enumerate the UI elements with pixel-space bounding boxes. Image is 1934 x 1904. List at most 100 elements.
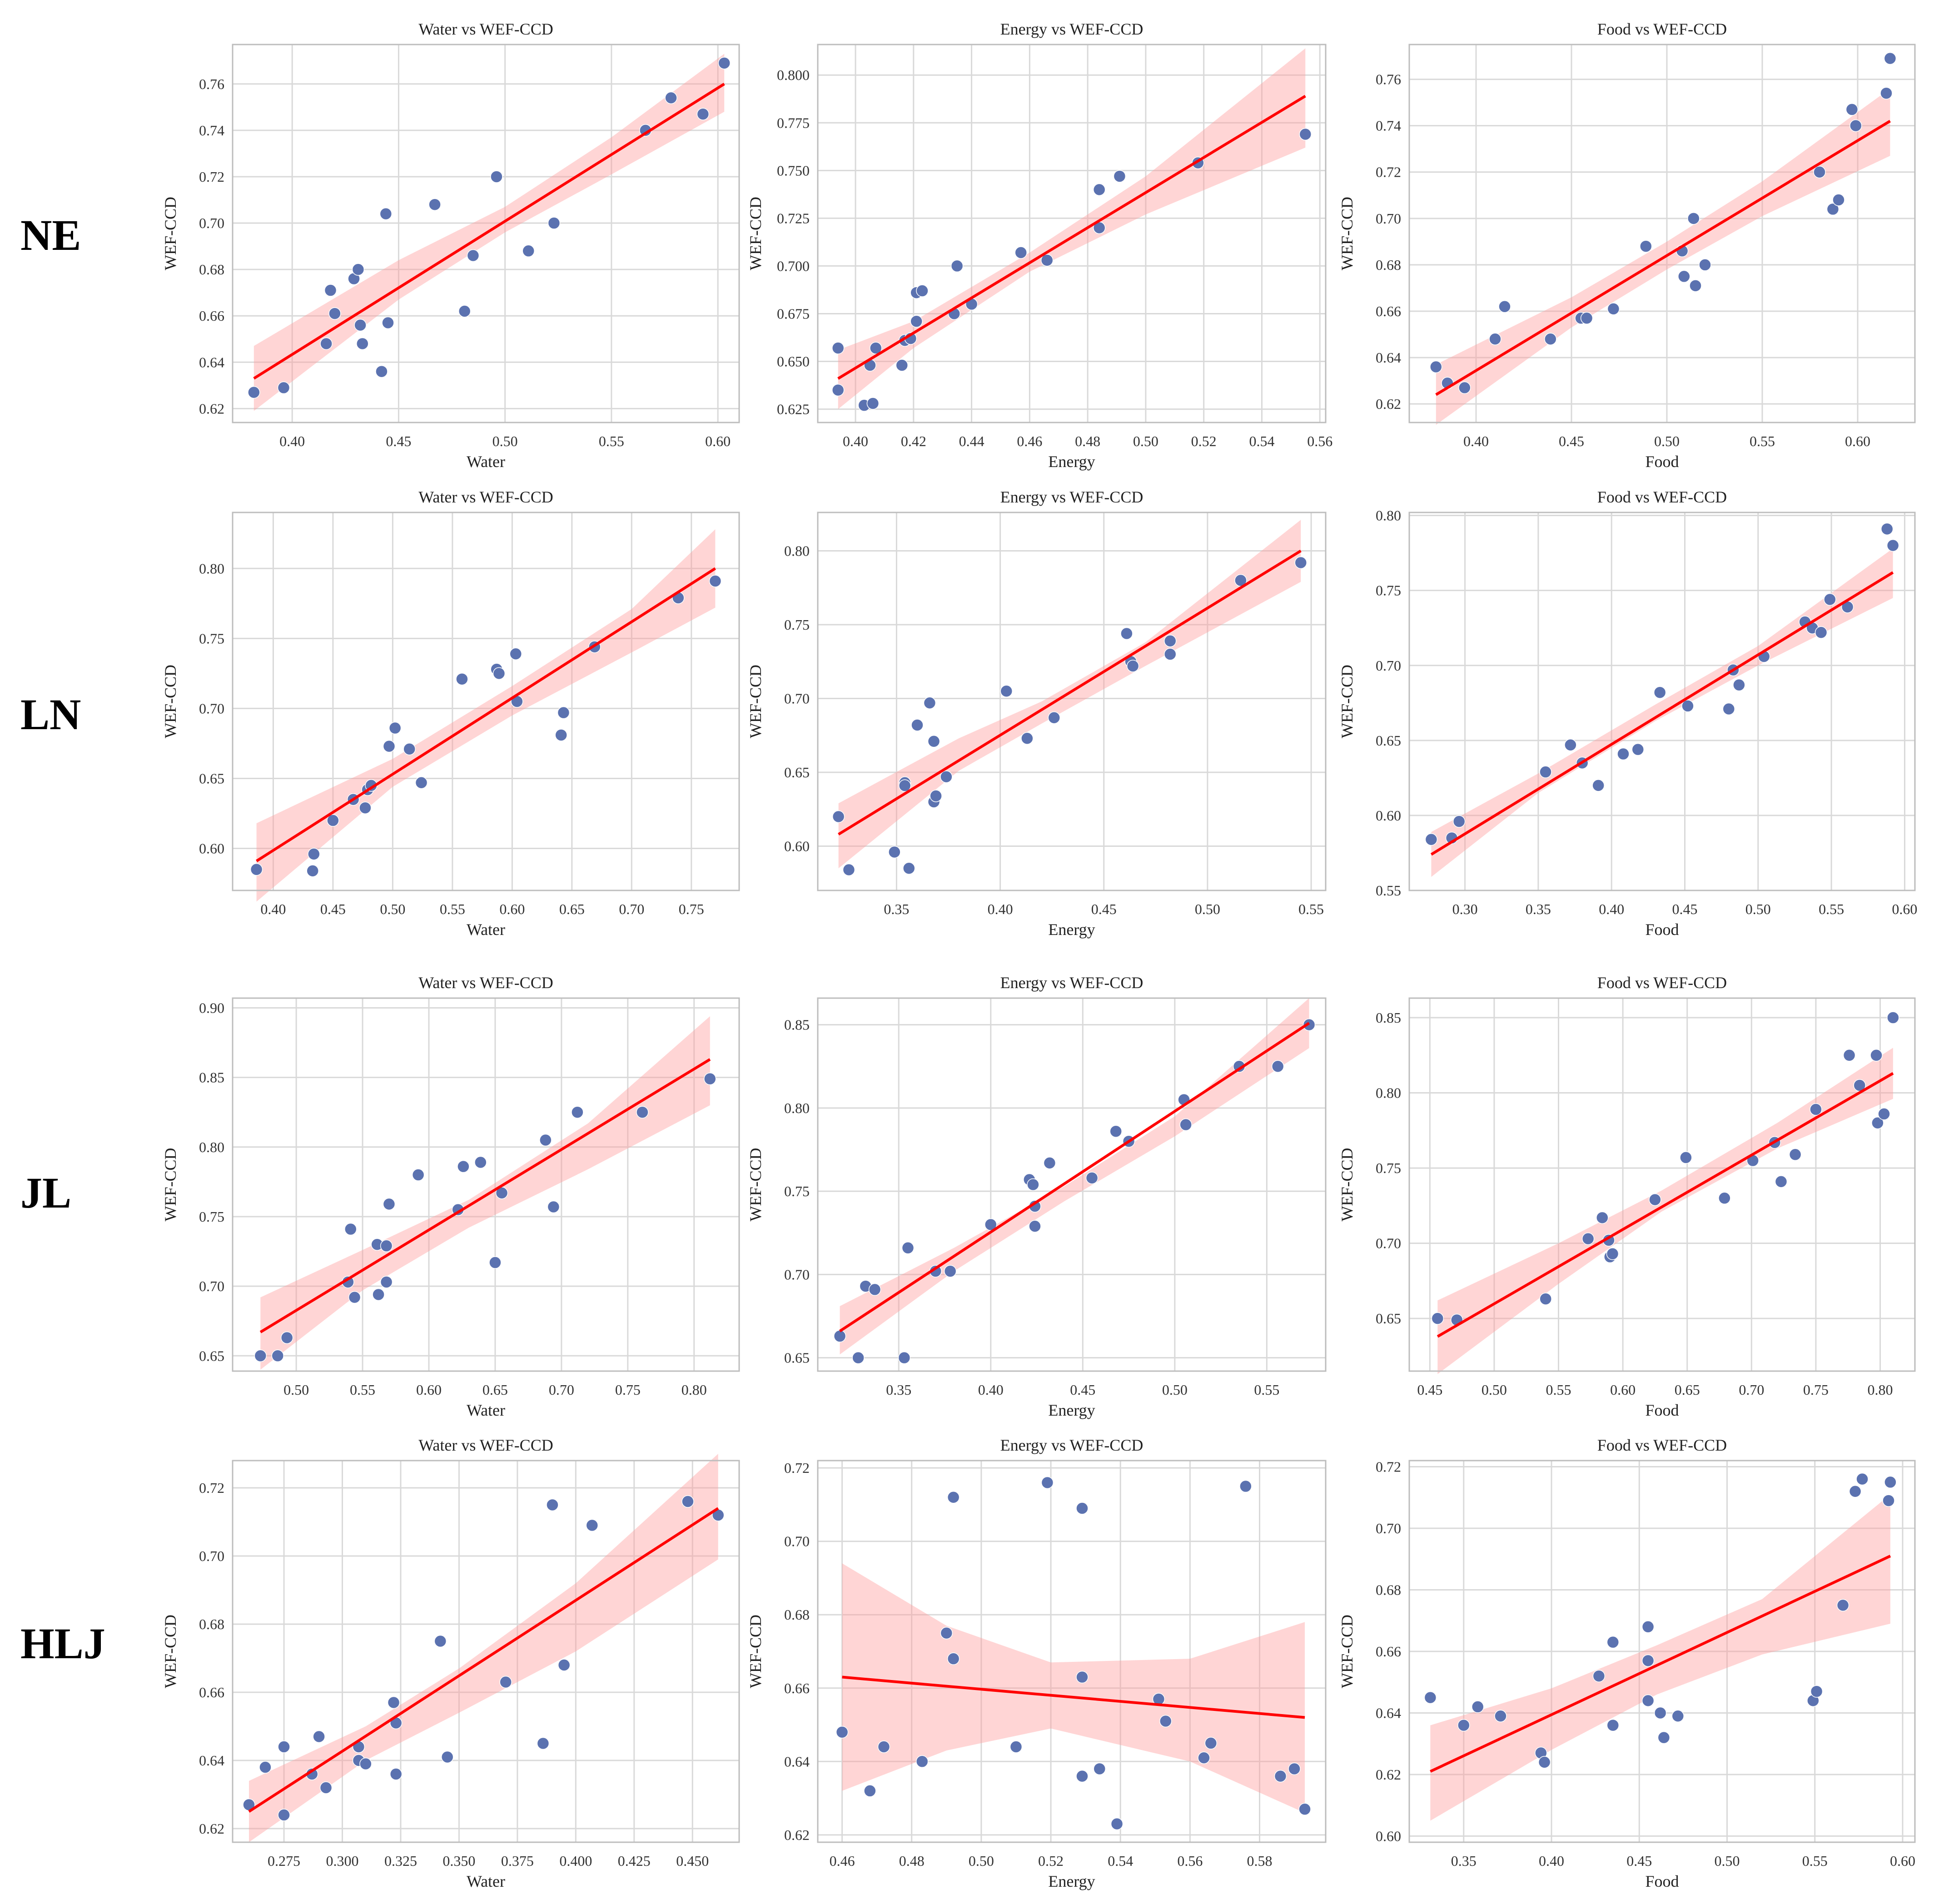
- x-tick-label: 0.70: [1739, 1382, 1764, 1398]
- x-tick-label: 0.75: [1803, 1382, 1829, 1398]
- panel-title: Water vs WEF-CCD: [418, 20, 553, 38]
- x-axis-label: Food: [1645, 452, 1679, 471]
- x-tick-label: 0.450: [676, 1853, 709, 1869]
- plot-frame: [817, 44, 1327, 423]
- data-point: [1043, 1157, 1056, 1169]
- data-point: [1810, 1685, 1823, 1698]
- panel-jl-energy: 0.35 0.40 0.45 0.50 0.55 0.65 0.70 0.75 0.80 0.85…: [746, 974, 1327, 1419]
- y-tick-label: 0.65: [199, 1347, 224, 1364]
- x-tick-label: 0.55: [1298, 901, 1324, 917]
- data-point: [1093, 1762, 1106, 1775]
- x-tick-label: 0.65: [1675, 1382, 1700, 1398]
- y-axis-label: WEF-CCD: [1338, 665, 1356, 738]
- x-tick-label: 0.60: [1845, 433, 1870, 449]
- x-tick-label: 0.30: [1452, 901, 1478, 917]
- y-tick-label: 0.62: [199, 1820, 224, 1837]
- y-tick-label: 0.72: [199, 169, 224, 185]
- y-tick-label: 0.60: [199, 840, 224, 857]
- data-point: [1494, 1710, 1507, 1723]
- y-tick-label: 0.64: [199, 1752, 224, 1769]
- x-tick-label: 0.425: [618, 1853, 651, 1869]
- data-point: [1198, 1751, 1210, 1764]
- data-point: [1452, 815, 1466, 828]
- data-point: [665, 91, 677, 104]
- x-tick-label: 0.45: [1070, 1382, 1095, 1398]
- data-point: [280, 1331, 293, 1344]
- data-point: [923, 696, 936, 709]
- x-tick-label: 0.45: [1417, 1382, 1442, 1398]
- data-point: [1813, 165, 1826, 179]
- y-tick-label: 0.74: [199, 122, 224, 139]
- data-point: [547, 217, 561, 229]
- data-point: [1029, 1220, 1041, 1233]
- data-point: [1076, 1770, 1089, 1783]
- y-tick-label: 0.70: [199, 215, 224, 231]
- data-point: [259, 1761, 272, 1774]
- plot-frame: [1408, 512, 1916, 891]
- data-point: [1093, 183, 1106, 196]
- y-axis-label: WEF-CCD: [746, 665, 765, 738]
- data-point: [1164, 648, 1177, 661]
- data-point: [509, 647, 522, 660]
- data-point: [499, 1675, 512, 1689]
- data-point: [911, 719, 924, 731]
- data-point: [895, 359, 909, 372]
- panel-title: Food vs WEF-CCD: [1597, 974, 1727, 992]
- y-axis-label: WEF-CCD: [1338, 1615, 1356, 1688]
- data-point: [1843, 1049, 1856, 1062]
- y-tick-label: 0.80: [1376, 1085, 1401, 1101]
- data-point: [324, 284, 337, 297]
- data-point: [901, 1242, 915, 1254]
- plot-frame: [1408, 1460, 1916, 1843]
- x-axis-label: Food: [1645, 920, 1679, 939]
- y-tick-label: 0.68: [1376, 1582, 1401, 1598]
- data-point: [383, 740, 396, 753]
- panel-title: Water vs WEF-CCD: [418, 1436, 553, 1454]
- data-point: [388, 721, 402, 735]
- x-tick-label: 0.375: [501, 1853, 534, 1869]
- data-point: [1076, 1670, 1089, 1684]
- data-point: [1294, 556, 1307, 569]
- y-tick-label: 0.85: [199, 1069, 224, 1086]
- data-point: [1680, 1151, 1692, 1164]
- data-point: [833, 1330, 846, 1342]
- x-tick-label: 0.50: [1714, 1853, 1740, 1869]
- data-point: [1887, 1011, 1899, 1024]
- data-point: [537, 1737, 550, 1750]
- y-tick-label: 0.60: [1376, 807, 1401, 824]
- data-point: [1681, 700, 1694, 712]
- data-point: [412, 1168, 425, 1181]
- data-point: [319, 1781, 333, 1794]
- y-tick-label: 0.75: [1376, 1160, 1401, 1176]
- data-point: [271, 1349, 284, 1362]
- regression-line: [837, 94, 1306, 380]
- data-point: [1671, 1710, 1685, 1723]
- y-tick-label: 0.68: [1376, 257, 1401, 273]
- y-tick-label: 0.65: [1376, 1310, 1401, 1327]
- x-tick-label: 0.56: [1177, 1853, 1203, 1869]
- data-point: [870, 342, 882, 354]
- x-tick-label: 0.45: [1626, 1853, 1652, 1869]
- data-point: [250, 863, 263, 876]
- row-label-hlj: HLJ: [20, 1619, 105, 1668]
- data-point: [555, 729, 567, 741]
- data-point: [1271, 1060, 1284, 1073]
- y-tick-label: 0.75: [784, 616, 810, 633]
- y-axis-label: WEF-CCD: [746, 197, 765, 270]
- y-tick-label: 0.64: [784, 1753, 810, 1770]
- x-tick-label: 0.52: [1038, 1853, 1064, 1869]
- data-point: [1498, 300, 1511, 313]
- panel-ln-water: 0.40 0.45 0.50 0.55 0.60 0.65 0.70 0.75 0.60 0.65…: [161, 488, 740, 939]
- y-tick-label: 0.68: [784, 1606, 810, 1623]
- x-tick-label: 0.50: [1162, 1382, 1188, 1398]
- data-point: [1239, 1480, 1252, 1493]
- x-tick-label: 0.50: [1654, 433, 1680, 449]
- data-point: [1299, 128, 1312, 141]
- data-point: [1592, 779, 1605, 792]
- x-tick-label: 0.46: [830, 1853, 855, 1869]
- data-point: [1657, 1731, 1670, 1744]
- y-tick-label: 0.66: [1376, 303, 1401, 319]
- x-tick-label: 0.60: [1892, 901, 1917, 917]
- data-point: [474, 1156, 487, 1169]
- x-tick-label: 0.50: [492, 433, 518, 449]
